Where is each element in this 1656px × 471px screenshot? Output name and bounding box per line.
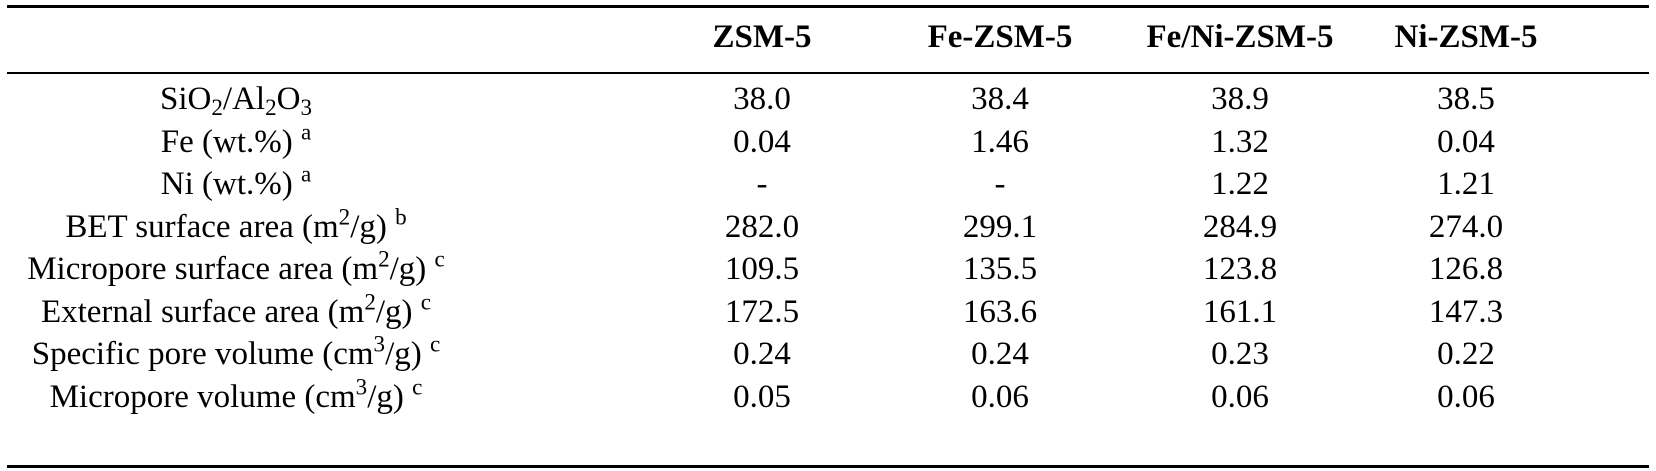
table-cell: 38.5 [1437, 81, 1495, 117]
superscript: 3 [355, 372, 368, 399]
table-cell: 147.3 [1428, 293, 1504, 330]
table-cell: 0.05 [733, 378, 791, 415]
label-text: O [276, 81, 301, 117]
label-text: Micropore volume (cm [49, 378, 356, 415]
row-label: BET surface area (m2/g) b [65, 202, 407, 248]
row-label: Micropore surface area (m2/g) c [27, 245, 445, 290]
table-cell: 284.9 [1202, 208, 1278, 245]
label-text: SiO [159, 81, 212, 117]
superscript: a [300, 160, 312, 187]
label-text: /g) [350, 208, 396, 245]
table-cell: - [994, 166, 1006, 202]
table-cell: 1.21 [1437, 166, 1495, 202]
superscript: 2 [364, 287, 376, 314]
table-cell: 0.24 [971, 336, 1029, 372]
table-cell: 109.5 [724, 251, 800, 287]
table-cell: 38.9 [1211, 81, 1269, 117]
table-cell: 161.1 [1202, 293, 1278, 330]
subscript: 2 [211, 93, 223, 120]
table-cell: 1.22 [1211, 166, 1269, 202]
table-cell: 0.04 [1437, 123, 1495, 160]
column-header-fe-ni-zsm5: Fe/Ni-ZSM-5 [1146, 19, 1334, 55]
table-cell: 274.0 [1428, 208, 1504, 245]
label-text: Ni (wt.%) [160, 166, 301, 202]
row-label: Ni (wt.%) a [160, 160, 312, 205]
label-text: /g) [385, 336, 430, 372]
row-label: External surface area (m2/g) c [40, 287, 432, 333]
table-cell: 172.5 [724, 293, 800, 330]
table-cell: 1.46 [971, 123, 1029, 160]
label-text: Fe (wt.%) [160, 123, 301, 160]
superscript: c [430, 330, 441, 357]
table-cell: 0.06 [1211, 378, 1269, 415]
label-text: External surface area (m [40, 293, 365, 330]
superscript: 2 [338, 202, 351, 229]
label-text: /g) [367, 378, 413, 415]
row-label: SiO2/Al2O3 [160, 78, 312, 120]
superscript: a [300, 117, 312, 144]
table-cell: 163.6 [962, 293, 1038, 330]
table-cell: 38.4 [971, 81, 1029, 117]
label-text: BET surface area (m [65, 208, 339, 245]
row-label: Specific pore volume (cm3/g) c [31, 330, 441, 375]
label-text: Micropore surface area (m [27, 251, 379, 287]
table-cell: - [756, 166, 768, 202]
superscript: 3 [373, 330, 386, 357]
table-cell: 0.23 [1211, 336, 1269, 372]
label-text: /Al [222, 81, 266, 117]
table-cell: 0.24 [733, 336, 791, 372]
table-cell: 135.5 [962, 251, 1038, 287]
column-header-fe-zsm5: Fe-ZSM-5 [927, 19, 1073, 55]
table-cell: 126.8 [1428, 251, 1504, 287]
table-cell: 0.22 [1437, 336, 1495, 372]
table-cell: 0.06 [971, 378, 1029, 415]
column-header-ni-zsm5: Ni-ZSM-5 [1394, 19, 1538, 55]
label-text: /g) [375, 293, 421, 330]
superscript: c [412, 372, 423, 399]
superscript: 2 [378, 245, 390, 272]
row-label: Fe (wt.%) a [160, 117, 312, 163]
table-cell: 299.1 [962, 208, 1038, 245]
bottom-rule [7, 465, 1649, 468]
superscript: b [395, 202, 407, 229]
table-cell: 1.32 [1211, 123, 1269, 160]
subscript: 3 [300, 93, 313, 120]
top-rule [7, 5, 1649, 8]
table-cell: 282.0 [724, 208, 800, 245]
label-text: Specific pore volume (cm [31, 336, 374, 372]
label-text: /g) [389, 251, 435, 287]
row-label: Micropore volume (cm3/g) c [49, 372, 423, 418]
table-cell: 0.04 [733, 123, 791, 160]
column-header-zsm5: ZSM-5 [712, 19, 812, 55]
table-cell: 0.06 [1437, 378, 1495, 415]
table-cell: 38.0 [733, 81, 791, 117]
superscript: c [434, 245, 445, 272]
table-cell: 123.8 [1202, 251, 1278, 287]
superscript: c [420, 287, 432, 314]
subscript: 2 [265, 93, 277, 120]
header-rule [7, 72, 1649, 74]
